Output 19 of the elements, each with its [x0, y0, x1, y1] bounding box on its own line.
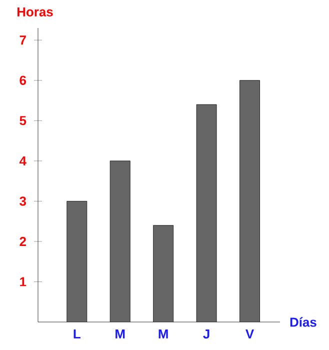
bar [66, 201, 87, 322]
bar [110, 160, 130, 322]
y-tick-label: 4 [19, 156, 26, 166]
bar [153, 225, 174, 322]
y-tick-label: 6 [20, 76, 26, 85]
x-axis-title: Días [290, 317, 316, 327]
x-tick-label: M [116, 330, 125, 338]
x-tick-label: M [158, 330, 168, 338]
bar [196, 104, 217, 322]
y-tick-label: 2 [20, 236, 26, 246]
y-tick-label: 5 [20, 116, 26, 126]
y-tick-label: 7 [20, 36, 26, 45]
x-tick-label: J [203, 330, 210, 339]
bar [240, 80, 260, 322]
x-tick-label: V [246, 330, 254, 338]
y-axis-title: Horas [18, 7, 53, 16]
y-tick-label: 1 [20, 277, 26, 286]
y-tick-label: 3 [20, 196, 26, 206]
x-tick-label: L [74, 330, 80, 338]
